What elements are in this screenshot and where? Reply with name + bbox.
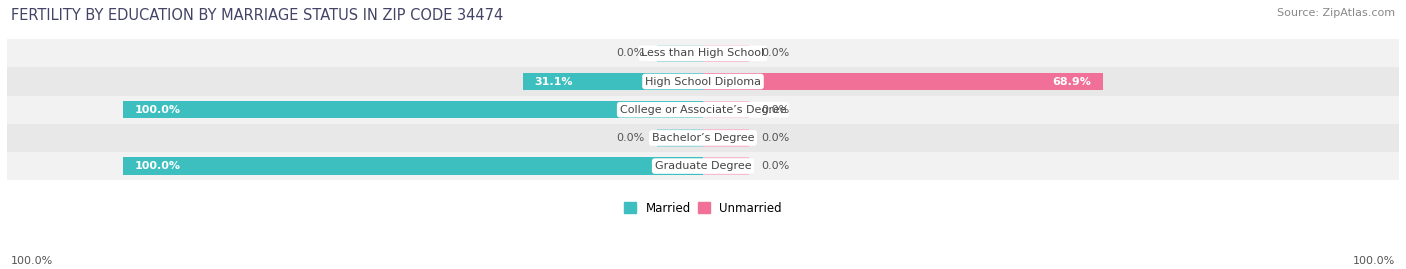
Text: 100.0%: 100.0% — [11, 256, 53, 266]
Bar — [703, 45, 749, 62]
Text: Source: ZipAtlas.com: Source: ZipAtlas.com — [1277, 8, 1395, 18]
Text: 0.0%: 0.0% — [761, 105, 789, 115]
Text: 0.0%: 0.0% — [761, 161, 789, 171]
Text: 100.0%: 100.0% — [135, 161, 180, 171]
Text: High School Diploma: High School Diploma — [645, 76, 761, 87]
Bar — [122, 157, 703, 175]
Text: Less than High School: Less than High School — [641, 48, 765, 58]
Text: 0.0%: 0.0% — [761, 133, 789, 143]
Bar — [657, 129, 703, 147]
Bar — [703, 129, 749, 147]
Text: 68.9%: 68.9% — [1052, 76, 1091, 87]
Text: FERTILITY BY EDUCATION BY MARRIAGE STATUS IN ZIP CODE 34474: FERTILITY BY EDUCATION BY MARRIAGE STATU… — [11, 8, 503, 23]
Bar — [7, 95, 1399, 124]
Bar — [657, 45, 703, 62]
Bar — [7, 68, 1399, 95]
Bar — [7, 124, 1399, 152]
Bar — [703, 73, 1102, 90]
Bar — [122, 101, 703, 118]
Text: Bachelor’s Degree: Bachelor’s Degree — [652, 133, 754, 143]
Legend: Married, Unmarried: Married, Unmarried — [620, 197, 786, 219]
Text: 0.0%: 0.0% — [761, 48, 789, 58]
Bar — [7, 152, 1399, 180]
Text: 0.0%: 0.0% — [617, 48, 645, 58]
Text: 31.1%: 31.1% — [534, 76, 572, 87]
Bar — [703, 157, 749, 175]
Text: 100.0%: 100.0% — [135, 105, 180, 115]
Text: 0.0%: 0.0% — [617, 133, 645, 143]
Bar — [523, 73, 703, 90]
Bar — [703, 101, 749, 118]
Text: Graduate Degree: Graduate Degree — [655, 161, 751, 171]
Bar — [7, 39, 1399, 68]
Text: 100.0%: 100.0% — [1353, 256, 1395, 266]
Text: College or Associate’s Degree: College or Associate’s Degree — [620, 105, 786, 115]
